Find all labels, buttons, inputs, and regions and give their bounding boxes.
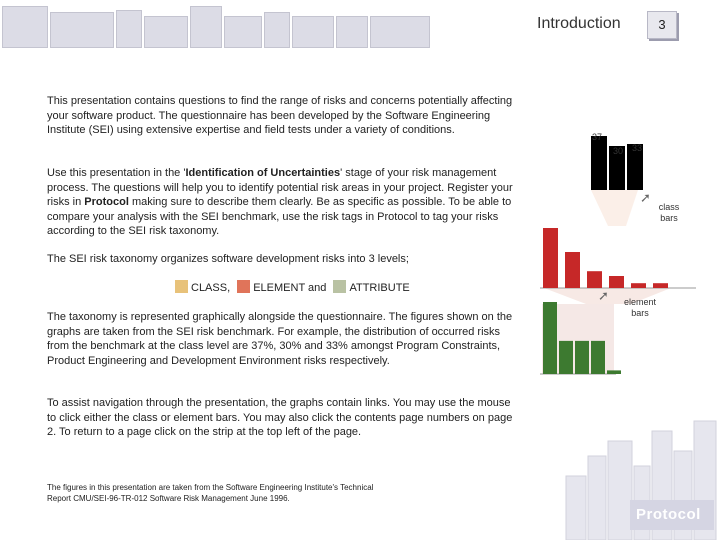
navigation-strip[interactable] <box>0 0 440 52</box>
footnote: The figures in this presentation are tak… <box>47 483 374 503</box>
page-title: Introduction <box>537 15 621 32</box>
element-bars <box>543 302 621 374</box>
graphs-paragraph: The taxonomy is represented graphically … <box>47 311 513 367</box>
strip-block <box>292 16 334 48</box>
class-bars-label: class bars <box>658 202 680 223</box>
class-bar-4[interactable] <box>609 276 624 288</box>
element-funnel <box>544 288 671 304</box>
legend-attribute: ATTRIBUTE <box>349 282 410 294</box>
class-bar-1[interactable] <box>543 228 558 288</box>
element-bar-4[interactable] <box>591 340 605 374</box>
element-bar-2[interactable] <box>559 340 573 374</box>
taxonomy-legend: CLASS, ELEMENT and ATTRIBUTE <box>175 280 410 294</box>
class-value-1: 37 <box>592 132 603 142</box>
product-name: Protocol <box>84 196 129 209</box>
strip-block <box>370 16 430 48</box>
intro-paragraph: This presentation contains questions to … <box>47 95 513 137</box>
class-swatch <box>175 280 188 293</box>
navigation-paragraph: To assist navigation through the present… <box>47 397 513 439</box>
strip-block <box>264 12 290 48</box>
protocol-logo: Protocol <box>636 506 701 523</box>
class-funnel <box>591 190 638 226</box>
class-bar-6[interactable] <box>653 283 668 288</box>
legend-class: CLASS, <box>191 282 231 294</box>
attribute-swatch <box>333 280 347 293</box>
class-bar-5[interactable] <box>631 283 646 288</box>
strip-block <box>50 12 114 48</box>
class-value-2: 30 <box>613 146 624 156</box>
class-bars <box>543 228 668 288</box>
strip-block <box>144 16 188 48</box>
usage-paragraph: Use this presentation in the 'Identifica… <box>47 167 513 238</box>
page-number: 3 <box>647 11 677 39</box>
taxonomy-paragraph: The SEI risk taxonomy organizes software… <box>47 253 409 265</box>
class-chip-program-constraints[interactable] <box>591 136 607 190</box>
cursor-pointer-icon: ➚ <box>640 190 651 205</box>
legend-element: ELEMENT <box>253 282 305 294</box>
element-bars-label: element bars <box>623 297 657 318</box>
class-chip-development-environment[interactable] <box>627 144 643 190</box>
strip-block <box>224 16 262 48</box>
legend-and: and <box>308 282 327 294</box>
element-bar-5[interactable] <box>607 370 621 374</box>
strip-block <box>116 10 142 48</box>
class-bar-3[interactable] <box>587 271 602 288</box>
strip-block <box>2 6 48 48</box>
class-chip-product-engineering[interactable] <box>609 146 625 190</box>
element-swatch <box>237 280 251 293</box>
taxonomy-graphic <box>540 136 717 540</box>
class-bar-2[interactable] <box>565 252 580 288</box>
class-value-3: 33 <box>632 143 643 153</box>
strip-block <box>190 6 222 48</box>
logo-background <box>630 500 714 530</box>
element-bar-1[interactable] <box>543 302 557 374</box>
element-bar-3[interactable] <box>575 340 589 374</box>
strip-block <box>336 16 368 48</box>
stage-name: Identification of Uncertainties <box>185 167 341 179</box>
cursor-pointer-icon: ➚ <box>598 288 609 303</box>
